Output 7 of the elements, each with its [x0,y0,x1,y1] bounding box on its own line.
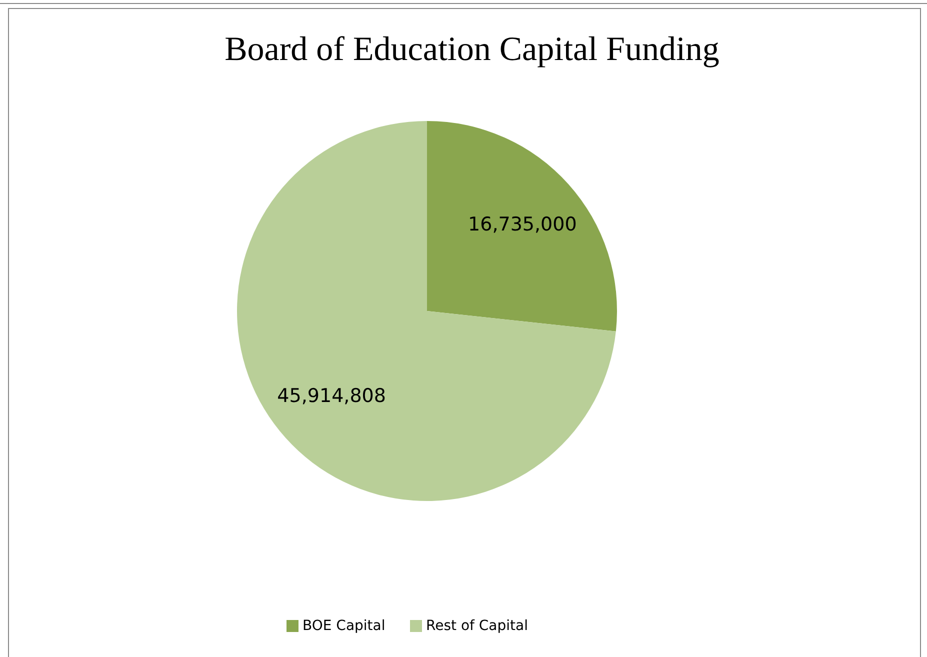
pie-slice [237,121,616,501]
pie-slice [427,121,617,332]
data-label: 45,914,808 [277,384,386,407]
data-label: 16,735,000 [468,214,577,236]
legend-label: Rest of Capital [426,618,528,634]
legend-label: BOE Capital [302,618,386,634]
chart-title: Board of Education Capital Funding [224,31,720,68]
